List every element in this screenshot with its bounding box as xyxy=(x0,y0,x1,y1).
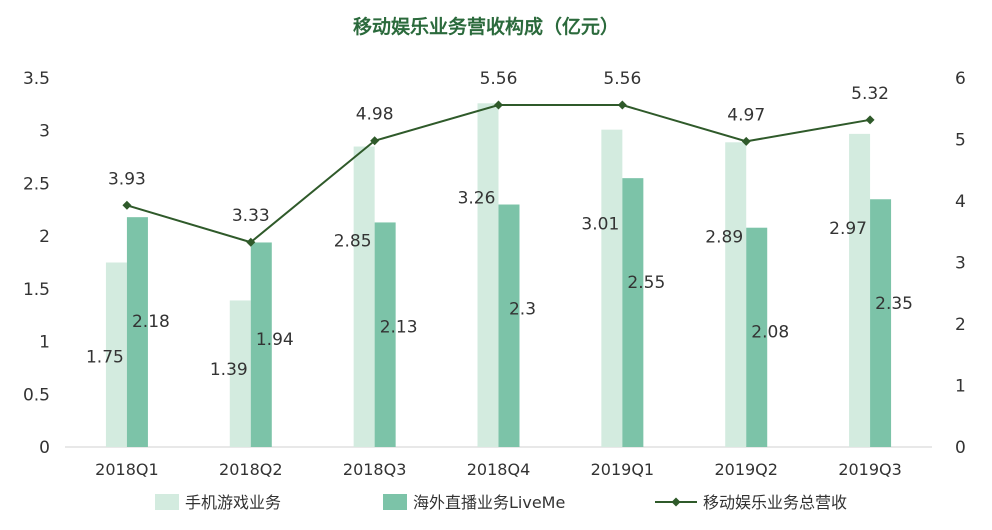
bar-mobile-game xyxy=(353,146,375,447)
y-left-tick-label: 3 xyxy=(39,122,50,142)
x-tick-label: 2018Q4 xyxy=(467,460,531,479)
bar-liveme xyxy=(870,199,892,447)
legend-swatch-mobile-game xyxy=(155,494,179,510)
y-right-tick-label: 1 xyxy=(955,377,966,397)
y-left-tick-label: 2.5 xyxy=(23,174,50,194)
point-total-revenue xyxy=(617,100,627,110)
legend-marker-total-revenue xyxy=(671,497,681,507)
bar-mobile-game xyxy=(105,262,127,447)
data-label-mobile-game: 2.97 xyxy=(829,219,867,239)
data-label-mobile-game: 1.75 xyxy=(86,348,124,368)
data-label-mobile-game: 2.85 xyxy=(334,232,372,252)
line-layer xyxy=(122,100,875,247)
legend-label-mobile-game: 手机游戏业务 xyxy=(185,493,281,512)
data-label-liveme: 2.13 xyxy=(380,317,418,337)
bar-mobile-game xyxy=(601,129,623,447)
y-right-tick-label: 6 xyxy=(955,69,966,89)
y-right-tick-label: 3 xyxy=(955,254,966,274)
bar-liveme xyxy=(622,178,644,447)
data-label-total-revenue: 3.33 xyxy=(232,206,270,226)
y-left-tick-label: 2 xyxy=(39,227,50,247)
data-label-total-revenue: 3.93 xyxy=(108,169,146,189)
data-label-mobile-game: 1.39 xyxy=(210,360,248,380)
bar-mobile-game xyxy=(849,133,871,447)
data-label-total-revenue: 5.32 xyxy=(851,84,889,104)
x-tick-label: 2019Q2 xyxy=(714,460,778,479)
data-label-mobile-game: 3.01 xyxy=(581,215,619,235)
data-label-liveme: 2.3 xyxy=(509,300,536,320)
data-label-total-revenue: 4.98 xyxy=(356,105,394,125)
axes-layer: 0 0.5 1 1.5 2 2.5 3 3.5 0 1 2 3 4 5 6 2018Q1 2018Q2 2018Q… xyxy=(23,69,966,479)
bar-mobile-game xyxy=(725,142,747,447)
bars-layer xyxy=(105,103,892,447)
point-total-revenue xyxy=(494,100,503,110)
x-tick-label: 2018Q3 xyxy=(343,460,407,479)
bar-liveme xyxy=(374,222,396,447)
x-tick-label: 2018Q2 xyxy=(219,460,283,479)
y-right-tick-label: 2 xyxy=(955,315,966,335)
bar-liveme xyxy=(126,217,148,447)
data-label-liveme: 2.55 xyxy=(627,273,665,293)
y-left-tick-label: 1 xyxy=(39,333,50,353)
point-total-revenue xyxy=(246,237,256,247)
point-total-revenue xyxy=(741,136,751,146)
data-label-liveme: 2.08 xyxy=(751,323,789,343)
data-label-total-revenue: 5.56 xyxy=(480,69,518,89)
y-left-tick-label: 1.5 xyxy=(23,280,50,300)
x-tick-label: 2019Q3 xyxy=(838,460,902,479)
bar-liveme xyxy=(498,204,520,447)
data-label-liveme: 2.18 xyxy=(132,312,170,332)
legend-label-total-revenue: 移动娱乐业务总营收 xyxy=(703,493,847,512)
x-tick-label: 2018Q1 xyxy=(95,460,159,479)
point-total-revenue xyxy=(122,200,132,210)
data-label-total-revenue: 5.56 xyxy=(603,69,641,89)
data-label-total-revenue: 4.97 xyxy=(727,105,765,125)
labels-layer: 1.75 2.18 1.39 1.94 2.85 2.13 3.26 2.3 3.01 2.55 2… xyxy=(86,69,913,380)
point-total-revenue xyxy=(370,136,380,146)
bar-mobile-game xyxy=(477,103,499,447)
legend-swatch-liveme xyxy=(383,494,407,510)
bar-liveme xyxy=(746,227,768,447)
bar-mobile-game xyxy=(229,300,251,447)
data-label-liveme: 1.94 xyxy=(256,330,294,350)
y-right-tick-label: 0 xyxy=(955,438,966,458)
y-left-tick-label: 3.5 xyxy=(23,69,50,89)
y-right-tick-label: 5 xyxy=(955,131,966,151)
data-label-liveme: 2.35 xyxy=(875,294,913,314)
legend-label-liveme: 海外直播业务LiveMe xyxy=(413,493,565,512)
data-label-mobile-game: 3.26 xyxy=(458,188,496,208)
y-left-tick-label: 0.5 xyxy=(23,385,50,405)
y-right-tick-label: 4 xyxy=(955,192,966,212)
data-label-mobile-game: 2.89 xyxy=(705,227,743,247)
x-tick-label: 2019Q1 xyxy=(591,460,655,479)
chart-title: 移动娱乐业务营收构成（亿元） xyxy=(353,15,619,38)
point-total-revenue xyxy=(865,115,875,125)
bar-liveme xyxy=(250,242,272,447)
legend-layer: 手机游戏业务 海外直播业务LiveMe 移动娱乐业务总营收 xyxy=(155,493,847,512)
y-left-tick-label: 0 xyxy=(39,438,50,458)
